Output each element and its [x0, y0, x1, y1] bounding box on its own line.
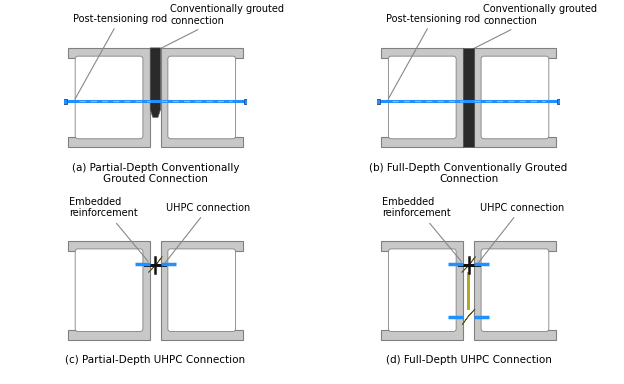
Text: UHPC connection: UHPC connection [477, 203, 564, 265]
Text: Post-tensioning rod: Post-tensioning rod [386, 13, 480, 99]
Text: (b) Full-Depth Conventionally Grouted
Connection: (b) Full-Depth Conventionally Grouted Co… [369, 163, 568, 184]
Bar [467, 272, 470, 310]
FancyBboxPatch shape [168, 249, 236, 331]
Polygon shape [160, 241, 243, 340]
Polygon shape [381, 241, 464, 340]
Text: Embedded
reinforcement: Embedded reinforcement [69, 197, 148, 262]
Polygon shape [464, 48, 474, 147]
Text: Embedded
reinforcement: Embedded reinforcement [383, 197, 461, 262]
Polygon shape [150, 48, 160, 117]
Bar [376, 99, 381, 104]
Text: UHPC connection: UHPC connection [163, 203, 251, 265]
Polygon shape [462, 309, 475, 325]
Text: (d) Full-Depth UHPC Connection: (d) Full-Depth UHPC Connection [386, 355, 552, 366]
Polygon shape [462, 257, 475, 272]
Polygon shape [68, 48, 150, 147]
FancyBboxPatch shape [75, 249, 143, 331]
FancyBboxPatch shape [388, 249, 456, 331]
FancyBboxPatch shape [481, 249, 549, 331]
Text: (c) Partial-Depth UHPC Connection: (c) Partial-Depth UHPC Connection [66, 355, 245, 366]
Polygon shape [381, 48, 464, 147]
Text: Post-tensioning rod: Post-tensioning rod [73, 13, 167, 99]
FancyBboxPatch shape [388, 56, 456, 139]
Polygon shape [474, 241, 556, 340]
Polygon shape [160, 48, 243, 147]
FancyBboxPatch shape [75, 56, 143, 139]
Polygon shape [149, 257, 162, 272]
Polygon shape [474, 48, 556, 147]
Text: (a) Partial-Depth Conventionally
Grouted Connection: (a) Partial-Depth Conventionally Grouted… [72, 163, 239, 184]
Text: Conventionally grouted
connection: Conventionally grouted connection [158, 4, 284, 50]
Text: Conventionally grouted
connection: Conventionally grouted connection [472, 4, 597, 50]
Bar [557, 99, 561, 104]
Bar [63, 99, 67, 104]
FancyBboxPatch shape [481, 56, 549, 139]
Polygon shape [68, 241, 150, 340]
FancyBboxPatch shape [168, 56, 236, 139]
Bar [243, 99, 248, 104]
